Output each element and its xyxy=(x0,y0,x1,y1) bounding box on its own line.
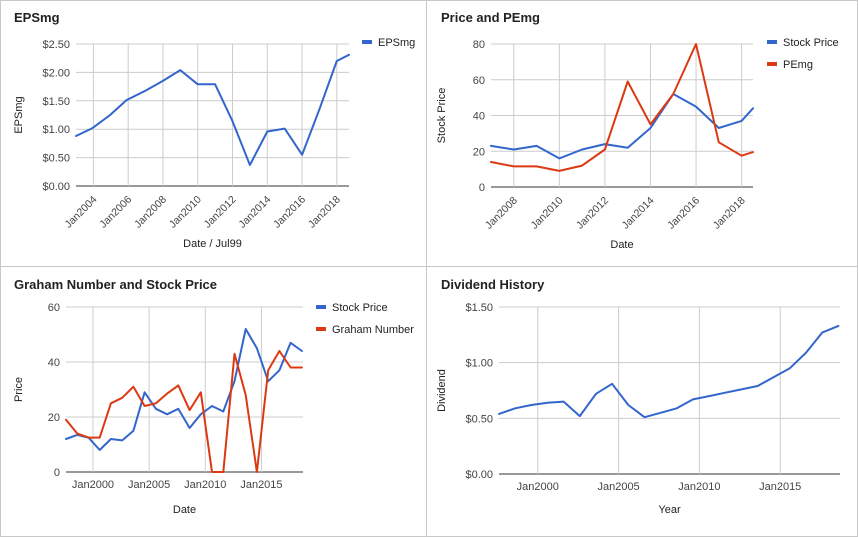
legend-swatch xyxy=(316,327,326,331)
y-tick-label: 20 xyxy=(48,412,60,424)
x-tick-label: Jan2010 xyxy=(184,479,226,491)
panel-dividend-history: Dividend History $0.00 $0.50 $1.00 $1.50 Jan2… xyxy=(427,267,858,537)
legend-label: EPSmg xyxy=(378,37,415,49)
y-tick-label: $0.00 xyxy=(465,469,493,481)
x-tick-label: Jan2005 xyxy=(128,479,170,491)
legend-label: Graham Number xyxy=(332,324,414,336)
x-tick-label: Jan2005 xyxy=(597,481,639,493)
y-tick-label: 0 xyxy=(54,467,60,479)
chart-title: Graham Number and Stock Price xyxy=(14,277,217,292)
x-tick-label: Jan2010 xyxy=(678,481,720,493)
legend-label: Stock Price xyxy=(332,302,388,314)
y-tick-label: $1.00 xyxy=(42,124,70,136)
x-axis-label: Date xyxy=(610,239,633,251)
x-tick-label: Jan2015 xyxy=(240,479,282,491)
chart-title: EPSmg xyxy=(14,10,60,25)
chart-title: Price and PEmg xyxy=(441,10,540,25)
y-tick-label: 40 xyxy=(48,357,60,369)
y-tick-label: $1.00 xyxy=(465,358,493,370)
panel-price-pemg: Price and PEmg 0 20 40 60 80 Jan2008 Jan2010 Jan… xyxy=(427,0,858,266)
legend-swatch xyxy=(362,40,372,44)
chart-svg: Graham Number and Stock Price 0 20 40 60 Jan2… xyxy=(13,277,414,516)
chart-title: Dividend History xyxy=(441,277,545,292)
chart-svg: Dividend History $0.00 $0.50 $1.00 $1.50 Jan2… xyxy=(436,277,840,516)
legend-swatch xyxy=(767,62,777,66)
vertical-divider xyxy=(426,0,427,537)
x-tick-label: Jan2000 xyxy=(72,479,114,491)
legend-swatch xyxy=(316,305,326,309)
x-tick-label: Jan2015 xyxy=(759,481,801,493)
panel-graham-price: Graham Number and Stock Price 0 20 40 60 Jan2… xyxy=(0,267,426,537)
horizontal-divider xyxy=(0,266,858,267)
y-tick-label: $1.50 xyxy=(465,302,493,314)
y-tick-label: $0.50 xyxy=(42,153,70,165)
x-axis-label: Date / Jul99 xyxy=(183,238,242,250)
series-line-epsmg xyxy=(75,53,350,166)
series-line-series xyxy=(498,324,840,419)
y-tick-label: 60 xyxy=(473,75,485,87)
panel-epsmg: EPSmg $0.00 $0.50 $1.00 $1.50 $2.00 $2.50 Jan20… xyxy=(0,0,426,266)
series-line-pemg xyxy=(490,43,754,172)
legend-swatch xyxy=(767,40,777,44)
y-axis-label: Dividend xyxy=(436,369,448,412)
legend-label: PEmg xyxy=(783,59,813,71)
y-tick-label: $1.50 xyxy=(42,96,70,108)
y-tick-label: 60 xyxy=(48,302,60,314)
series-line-stock-price xyxy=(65,328,303,451)
chart-svg: EPSmg$0.00$0.50$1.00$1.50$2.00$2.50Jan20… xyxy=(13,10,415,250)
legend-label: Stock Price xyxy=(783,37,839,49)
y-tick-label: $2.00 xyxy=(42,67,70,79)
x-axis-label: Date xyxy=(173,504,196,516)
y-tick-label: 40 xyxy=(473,111,485,123)
y-tick-label: 80 xyxy=(473,39,485,51)
y-axis-label: Price xyxy=(13,377,25,402)
y-tick-label: $0.00 xyxy=(42,181,70,193)
y-tick-label: $0.50 xyxy=(465,413,493,425)
y-axis-label: EPSmg xyxy=(13,96,25,133)
y-axis-label: Stock Price xyxy=(436,88,448,144)
series-line-stock-price xyxy=(490,93,754,160)
x-axis-label: Year xyxy=(658,504,681,516)
y-tick-label: 0 xyxy=(479,182,485,194)
y-tick-label: $2.50 xyxy=(42,39,70,51)
series-line-graham-number xyxy=(65,350,303,473)
y-tick-label: 20 xyxy=(473,146,485,158)
x-tick-label: Jan2000 xyxy=(517,481,559,493)
